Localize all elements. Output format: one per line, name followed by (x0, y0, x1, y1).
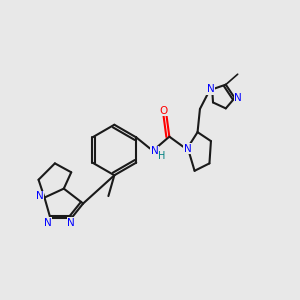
Text: N: N (68, 218, 75, 228)
Text: N: N (184, 143, 192, 154)
Text: H: H (158, 151, 166, 161)
Text: N: N (44, 218, 52, 228)
Text: N: N (234, 93, 242, 103)
Text: N: N (36, 191, 44, 201)
Text: O: O (160, 106, 168, 116)
Text: N: N (207, 84, 214, 94)
Text: N: N (151, 146, 158, 157)
